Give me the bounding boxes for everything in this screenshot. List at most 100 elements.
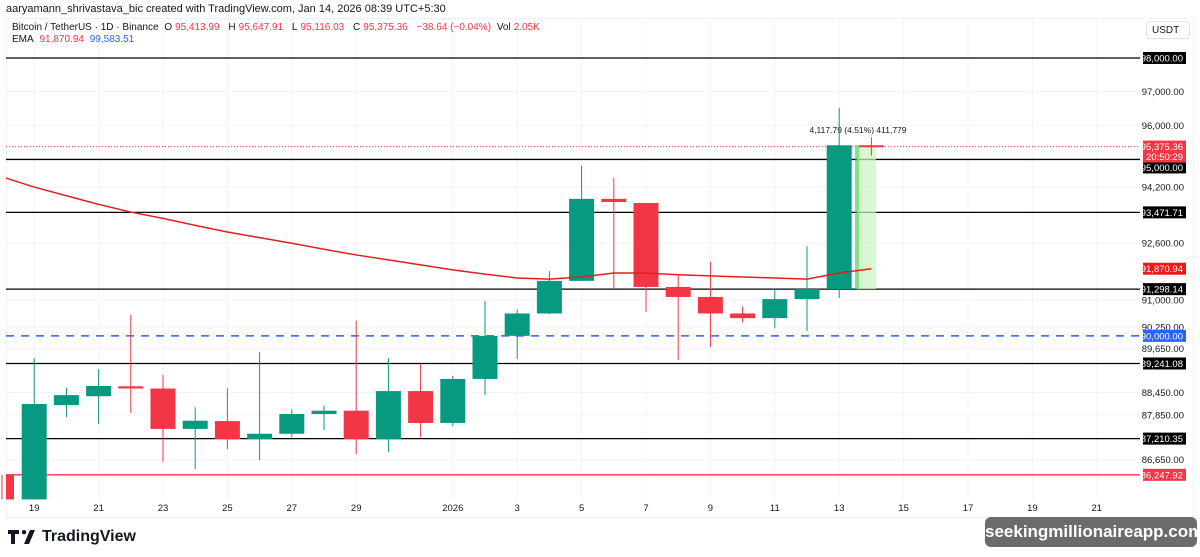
close-label: C bbox=[353, 22, 361, 33]
price-tick-label: 91,000.00 bbox=[1142, 295, 1184, 306]
ema-path bbox=[5, 177, 872, 280]
change-value: −38.64 (−0.04%) bbox=[416, 22, 492, 33]
candle-body bbox=[633, 203, 659, 287]
price-tick-label: 90,250.00 bbox=[1142, 322, 1184, 333]
last-price-label: 95,375.36 bbox=[1141, 142, 1183, 153]
candle-body bbox=[826, 145, 852, 290]
candle-body bbox=[182, 420, 208, 429]
level-price-label-bg bbox=[1143, 357, 1186, 370]
candle-body bbox=[21, 404, 47, 500]
tradingview-logo[interactable]: TradingView bbox=[8, 528, 136, 546]
tradingview-logo-icon bbox=[8, 530, 35, 544]
candle-body bbox=[858, 145, 884, 148]
candle-body bbox=[440, 378, 466, 423]
high-label: H bbox=[228, 22, 236, 33]
range-box bbox=[857, 145, 876, 290]
close-value: 95,375.36 bbox=[363, 22, 408, 33]
candle-body bbox=[601, 198, 627, 202]
ema-value-1: 91,870.94 bbox=[39, 34, 84, 45]
price-tick-label: 92,600.00 bbox=[1142, 238, 1184, 249]
price-tick-label: 86,650.00 bbox=[1142, 455, 1184, 466]
candle-body bbox=[375, 391, 401, 439]
time-tick-label: 3 bbox=[515, 503, 520, 514]
candle-body bbox=[794, 289, 820, 300]
candle-body bbox=[311, 410, 337, 415]
candle-body bbox=[504, 313, 530, 336]
time-tick-label: 15 bbox=[898, 503, 909, 514]
time-tick-label: 29 bbox=[351, 503, 362, 514]
volume-label: Vol bbox=[496, 22, 511, 33]
time-tick-label: 25 bbox=[222, 503, 233, 514]
ema-price-label-bg bbox=[1143, 262, 1186, 275]
level-price-label-bg bbox=[1143, 161, 1186, 174]
candle-body bbox=[247, 433, 273, 439]
candle-body bbox=[118, 386, 144, 389]
chart-credit: aaryamann_shrivastava_bic created with T… bbox=[6, 3, 446, 15]
ema-label[interactable]: EMA bbox=[12, 34, 34, 45]
ema-row: EMA 91,870.94 99,583.51 bbox=[12, 34, 546, 46]
price-tick-label: 89,650.00 bbox=[1142, 344, 1184, 355]
candle-body bbox=[6, 474, 14, 500]
level-price-label-bg bbox=[1143, 206, 1186, 219]
range-label: 4,117.79 (4.51%) 411,779 bbox=[809, 125, 906, 135]
level-price-label: 98,000.00 bbox=[1141, 54, 1183, 65]
countdown-label: 20:50:29 bbox=[1146, 152, 1183, 163]
time-tick-label: 21 bbox=[93, 503, 104, 514]
last-price-bg bbox=[1143, 140, 1186, 163]
level-price-label: 95,000.00 bbox=[1141, 163, 1183, 174]
time-tick-label: 19 bbox=[29, 503, 40, 514]
range-edge bbox=[855, 145, 858, 290]
level-price-label-bg bbox=[1143, 432, 1186, 445]
brand-name: TradingView bbox=[42, 528, 136, 545]
time-tick-label: 27 bbox=[287, 503, 298, 514]
level-price-label: 86,247.92 bbox=[1141, 470, 1183, 481]
price-tick-label: 97,000.00 bbox=[1142, 87, 1184, 98]
time-tick-label: 23 bbox=[158, 503, 169, 514]
candle-body bbox=[150, 388, 176, 429]
level-price-label-bg bbox=[1143, 283, 1186, 296]
level-price-label: 89,241.08 bbox=[1141, 359, 1183, 370]
candle-body bbox=[343, 410, 369, 439]
symbol-title[interactable]: Bitcoin / TetherUS · 1D · Binance bbox=[12, 22, 159, 33]
price-tick-label: 94,200.00 bbox=[1142, 183, 1184, 194]
time-axis: 19 21 23 25 27 29 2026 3 5 7 9 11 13 15 17 19 21 bbox=[6, 503, 1194, 518]
price-tick-label: 88,450.00 bbox=[1142, 388, 1184, 399]
candle-body bbox=[665, 286, 691, 297]
time-tick-label: 7 bbox=[643, 503, 648, 514]
candle-body bbox=[53, 395, 79, 406]
time-tick-label: 2026 bbox=[442, 503, 463, 514]
price-tick-label: 87,850.00 bbox=[1142, 410, 1184, 421]
level-price-label: 91,298.14 bbox=[1141, 285, 1183, 296]
price-axis: 97,000.00 96,000.00 94,200.00 92,600.00 91,0… bbox=[1141, 52, 1186, 481]
candle-body bbox=[730, 313, 756, 319]
level-price-label-bg bbox=[1143, 468, 1186, 481]
open-value: 95,413.99 bbox=[175, 22, 220, 33]
time-tick-label: 17 bbox=[963, 503, 974, 514]
ohlc-row: Bitcoin / TetherUS · 1D · Binance O 95,41… bbox=[12, 22, 546, 34]
time-tick-label: 11 bbox=[770, 503, 780, 514]
volume-value: 2.05K bbox=[513, 22, 540, 33]
candle-body bbox=[569, 198, 595, 281]
candle-body bbox=[472, 335, 498, 379]
low-value: 95,116.03 bbox=[300, 22, 345, 33]
time-tick-label: 13 bbox=[834, 503, 845, 514]
time-tick-label: 19 bbox=[1027, 503, 1038, 514]
open-label: O bbox=[164, 22, 173, 33]
level-price-label: 90,000.00 bbox=[1141, 331, 1183, 342]
candle-body bbox=[214, 421, 240, 439]
time-tick-label: 21 bbox=[1092, 503, 1103, 514]
ema-line bbox=[5, 177, 872, 280]
level-price-label: 87,210.35 bbox=[1141, 434, 1183, 445]
currency-button[interactable]: USDT bbox=[1146, 21, 1190, 39]
watermark-badge: seekingmillionaireapp.com bbox=[985, 517, 1200, 547]
ema-value-2: 99,583.51 bbox=[89, 34, 135, 45]
candle-body bbox=[279, 414, 305, 434]
ema-price-label: 91,870.94 bbox=[1141, 264, 1183, 275]
candle-body bbox=[762, 299, 788, 319]
time-tick-label: 5 bbox=[579, 503, 584, 514]
candle-body bbox=[408, 391, 434, 423]
chart-legend: Bitcoin / TetherUS · 1D · Binance O 95,41… bbox=[12, 22, 546, 46]
price-range-tool: 4,117.79 (4.51%) 411,779 bbox=[809, 125, 907, 290]
price-tick-label: 96,000.00 bbox=[1142, 121, 1184, 132]
